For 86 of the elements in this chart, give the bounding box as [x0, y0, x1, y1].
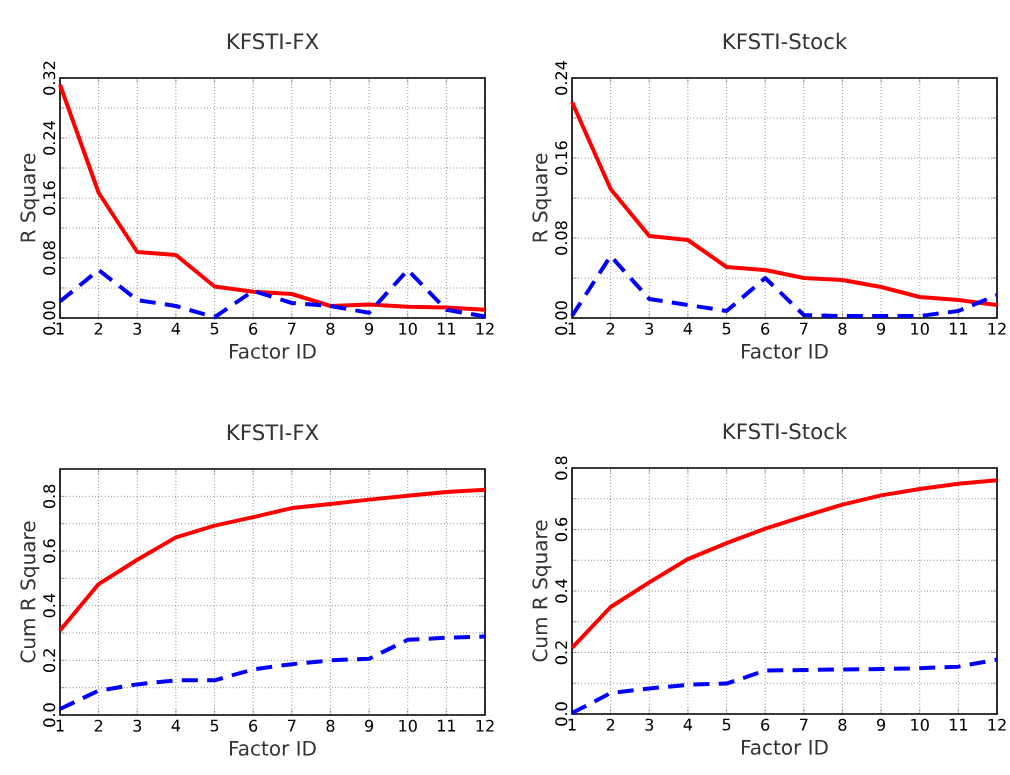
x-tick-label: 7	[800, 322, 808, 335]
x-tick-label: 4	[171, 322, 181, 335]
x-tick-label: 5	[210, 322, 219, 335]
y-tick-label: 0.32	[43, 61, 56, 95]
y-tick-label: 0.6	[43, 539, 56, 563]
x-tick-label: 4	[683, 718, 693, 731]
x-tick-label: 9	[877, 322, 886, 335]
y-tick-label: 0.0	[43, 703, 56, 727]
x-tick-label: 12	[988, 718, 1006, 731]
y-tick-label: 0.08	[43, 241, 56, 275]
y-axis-title: R Square	[20, 153, 40, 242]
y-tick-label: 0.0	[555, 702, 568, 726]
y-tick-label: 0.4	[43, 593, 56, 618]
x-tick-label: 12	[476, 719, 494, 732]
x-tick-label: 12	[476, 322, 494, 335]
y-tick-label: 0.16	[555, 141, 568, 175]
x-tick-label: 10	[399, 322, 417, 335]
x-tick-label: 9	[365, 719, 374, 732]
x-tick-label: 2	[94, 719, 103, 732]
y-tick-label: 0.24	[43, 121, 56, 155]
x-tick-label: 2	[606, 322, 615, 335]
x-tick-label: 10	[399, 719, 417, 732]
x-tick-label: 12	[988, 322, 1006, 335]
x-tick-label: 6	[249, 322, 258, 335]
y-axis-title: Cum R Square	[532, 520, 552, 662]
x-tick-label: 11	[437, 322, 456, 335]
x-tick-label: 1	[56, 322, 64, 335]
x-tick-label: 11	[437, 719, 456, 732]
x-axis-title: Factor ID	[742, 739, 828, 755]
y-tick-label: 0.00	[555, 301, 568, 335]
y-axis-title: Cum R Square	[20, 521, 40, 663]
chart-title: KFSTI-FX	[227, 33, 319, 50]
x-tick-label: 8	[838, 322, 847, 335]
x-tick-label: 3	[645, 322, 654, 335]
line-series	[570, 478, 1000, 650]
y-tick-label: 0.8	[43, 484, 56, 509]
y-tick-label: 0.2	[43, 649, 56, 673]
y-axis-title: R Square	[532, 153, 552, 242]
x-tick-label: 10	[911, 322, 929, 335]
y-tick-label: 0.00	[43, 301, 56, 335]
x-tick-label: 2	[94, 322, 103, 335]
line-series	[58, 487, 487, 633]
x-tick-label: 8	[838, 718, 847, 731]
y-tick-label: 0.16	[43, 181, 56, 215]
x-tick-label: 11	[949, 322, 968, 335]
x-tick-label: 5	[722, 718, 731, 731]
y-tick-label: 0.2	[555, 641, 568, 665]
x-tick-label: 3	[133, 322, 142, 335]
x-tick-label: 11	[949, 718, 968, 731]
x-axis-title: Factor ID	[230, 343, 316, 359]
chart-title: KFSTI-FX	[227, 424, 319, 441]
x-tick-label: 4	[171, 719, 181, 732]
y-tick-label: 0.08	[555, 221, 568, 255]
y-tick-label: 0.8	[555, 456, 568, 480]
chart-title: KFSTI-Stock	[723, 422, 848, 440]
x-tick-label: 9	[877, 718, 886, 731]
x-tick-label: 7	[288, 322, 296, 335]
x-tick-label: 6	[761, 718, 770, 731]
line-series	[58, 82, 487, 312]
x-axis-title: Factor ID	[742, 343, 828, 359]
x-tick-label: 1	[568, 718, 576, 731]
line-series	[58, 634, 487, 711]
x-tick-label: 4	[683, 322, 693, 335]
x-tick-label: 3	[133, 719, 142, 732]
x-tick-label: 8	[326, 322, 335, 335]
x-tick-label: 7	[800, 718, 808, 731]
y-tick-label: 0.6	[555, 517, 568, 542]
x-tick-label: 7	[288, 719, 296, 732]
x-tick-label: 2	[606, 718, 615, 731]
line-series	[58, 268, 487, 320]
x-tick-label: 5	[722, 322, 731, 335]
y-tick-label: 0.4	[555, 579, 568, 603]
x-tick-label: 1	[56, 719, 64, 732]
x-tick-label: 6	[249, 719, 258, 732]
chart-title: KFSTI-Stock	[723, 32, 848, 50]
x-tick-label: 1	[568, 322, 576, 335]
x-tick-label: 10	[911, 718, 929, 731]
y-tick-label: 0.24	[555, 61, 568, 95]
line-series	[570, 100, 1000, 307]
x-axis-title: Factor ID	[230, 740, 316, 756]
x-tick-label: 9	[365, 322, 374, 335]
x-tick-label: 6	[761, 322, 770, 335]
x-tick-label: 8	[326, 719, 335, 732]
line-series	[570, 657, 1000, 716]
x-tick-label: 3	[645, 718, 654, 731]
x-tick-label: 5	[210, 719, 219, 732]
